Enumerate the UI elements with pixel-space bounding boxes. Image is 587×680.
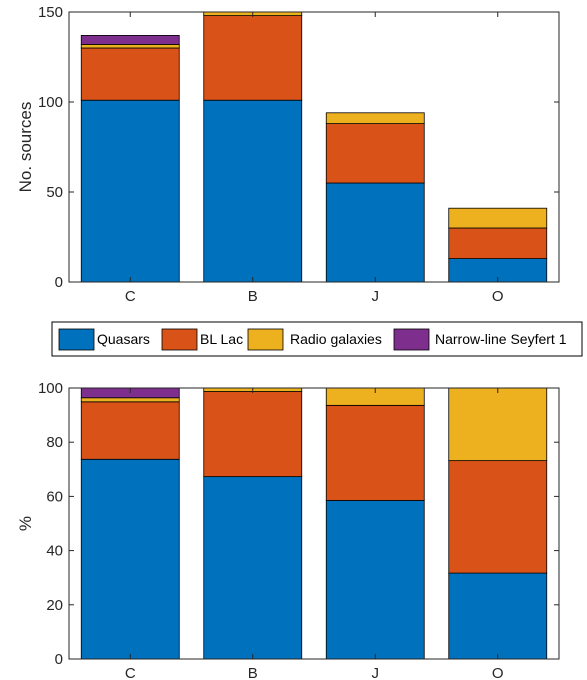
bar-radio-galaxies-j: [325, 112, 425, 125]
y-tick-label: 20: [46, 597, 63, 614]
bars: [80, 388, 548, 659]
legend-label-bl-lac: BL Lac: [200, 331, 243, 347]
legend-label-radio-galaxies: Radio galaxies: [290, 331, 382, 347]
x-tick-label: B: [248, 288, 258, 305]
x-tick-label: J: [372, 288, 380, 305]
bar-radio-galaxies-o: [448, 388, 548, 462]
bar-bl-lac-j: [325, 123, 425, 184]
x-tick-label: O: [492, 288, 504, 305]
legend-swatch-quasars: [58, 328, 95, 351]
bar-bl-lac-o: [448, 227, 548, 260]
bar-quasars-c: [80, 458, 180, 659]
x-tick-label: O: [492, 665, 504, 680]
bar-quasars-b: [203, 476, 303, 659]
axes-box: [68, 387, 560, 660]
legend-swatch-bl-lac: [161, 328, 198, 351]
y-tick-label: 40: [46, 543, 63, 560]
y-tick-label: 150: [38, 4, 63, 21]
bar-radio-galaxies-c: [80, 44, 180, 49]
bar-quasars-j: [325, 182, 425, 282]
legend-swatch-radio-galaxies: [247, 328, 284, 351]
bar-quasars-o: [448, 572, 548, 659]
legend-item-narrow-line-seyfert-1: Narrow-line Seyfert 1: [393, 328, 567, 351]
legend-box: [51, 321, 583, 357]
bar-bl-lac-c: [80, 401, 180, 460]
bar-bl-lac-b: [203, 391, 303, 478]
bar-bl-lac-c: [80, 47, 180, 101]
y-tick-label: 50: [46, 184, 63, 201]
y-tick-label: 60: [46, 488, 63, 505]
legend-label-quasars: Quasars: [97, 331, 150, 347]
x-tick-label: C: [125, 288, 136, 305]
x-tick-label: J: [372, 665, 380, 680]
legend-item-bl-lac: BL Lac: [161, 328, 243, 351]
bar-bl-lac-j: [325, 404, 425, 501]
legend-swatch-narrow-line-seyfert-1: [393, 328, 430, 351]
axes-box: [68, 11, 560, 283]
x-tick-label: B: [248, 665, 258, 680]
y-axis-label: No. sources: [16, 102, 35, 193]
bar-narrow-line-seyfert-1-c: [80, 35, 180, 45]
bar-bl-lac-o: [448, 460, 548, 574]
legend: Quasars BL Lac Radio galaxies Narrow-lin…: [51, 321, 583, 357]
y-tick-label: 0: [55, 274, 63, 291]
y-tick-label: 0: [55, 651, 63, 668]
y-tick-label: 100: [38, 94, 63, 111]
legend-item-quasars: Quasars: [58, 328, 150, 351]
chart-top-counts: 0 50 100 150 C B J O No. sources: [16, 4, 560, 305]
bar-quasars-j: [325, 500, 425, 659]
chart-bottom-percent: 0 20 40 60 80 100 C B J O%: [16, 380, 560, 680]
bar-quasars-b: [203, 99, 303, 282]
bar-radio-galaxies-o: [448, 207, 548, 229]
y-axis-label: %: [16, 516, 35, 531]
y-tick-label: 100: [38, 380, 63, 397]
bar-bl-lac-b: [203, 15, 303, 101]
legend-item-radio-galaxies: Radio galaxies: [247, 328, 382, 351]
x-tick-label: C: [125, 665, 136, 680]
bars: [80, 12, 548, 282]
bar-radio-galaxies-j: [325, 388, 425, 406]
y-tick-label: 80: [46, 434, 63, 451]
legend-label-narrow-line-seyfert-1: Narrow-line Seyfert 1: [435, 331, 567, 347]
bar-radio-galaxies-c: [80, 397, 180, 403]
bar-quasars-c: [80, 99, 180, 282]
